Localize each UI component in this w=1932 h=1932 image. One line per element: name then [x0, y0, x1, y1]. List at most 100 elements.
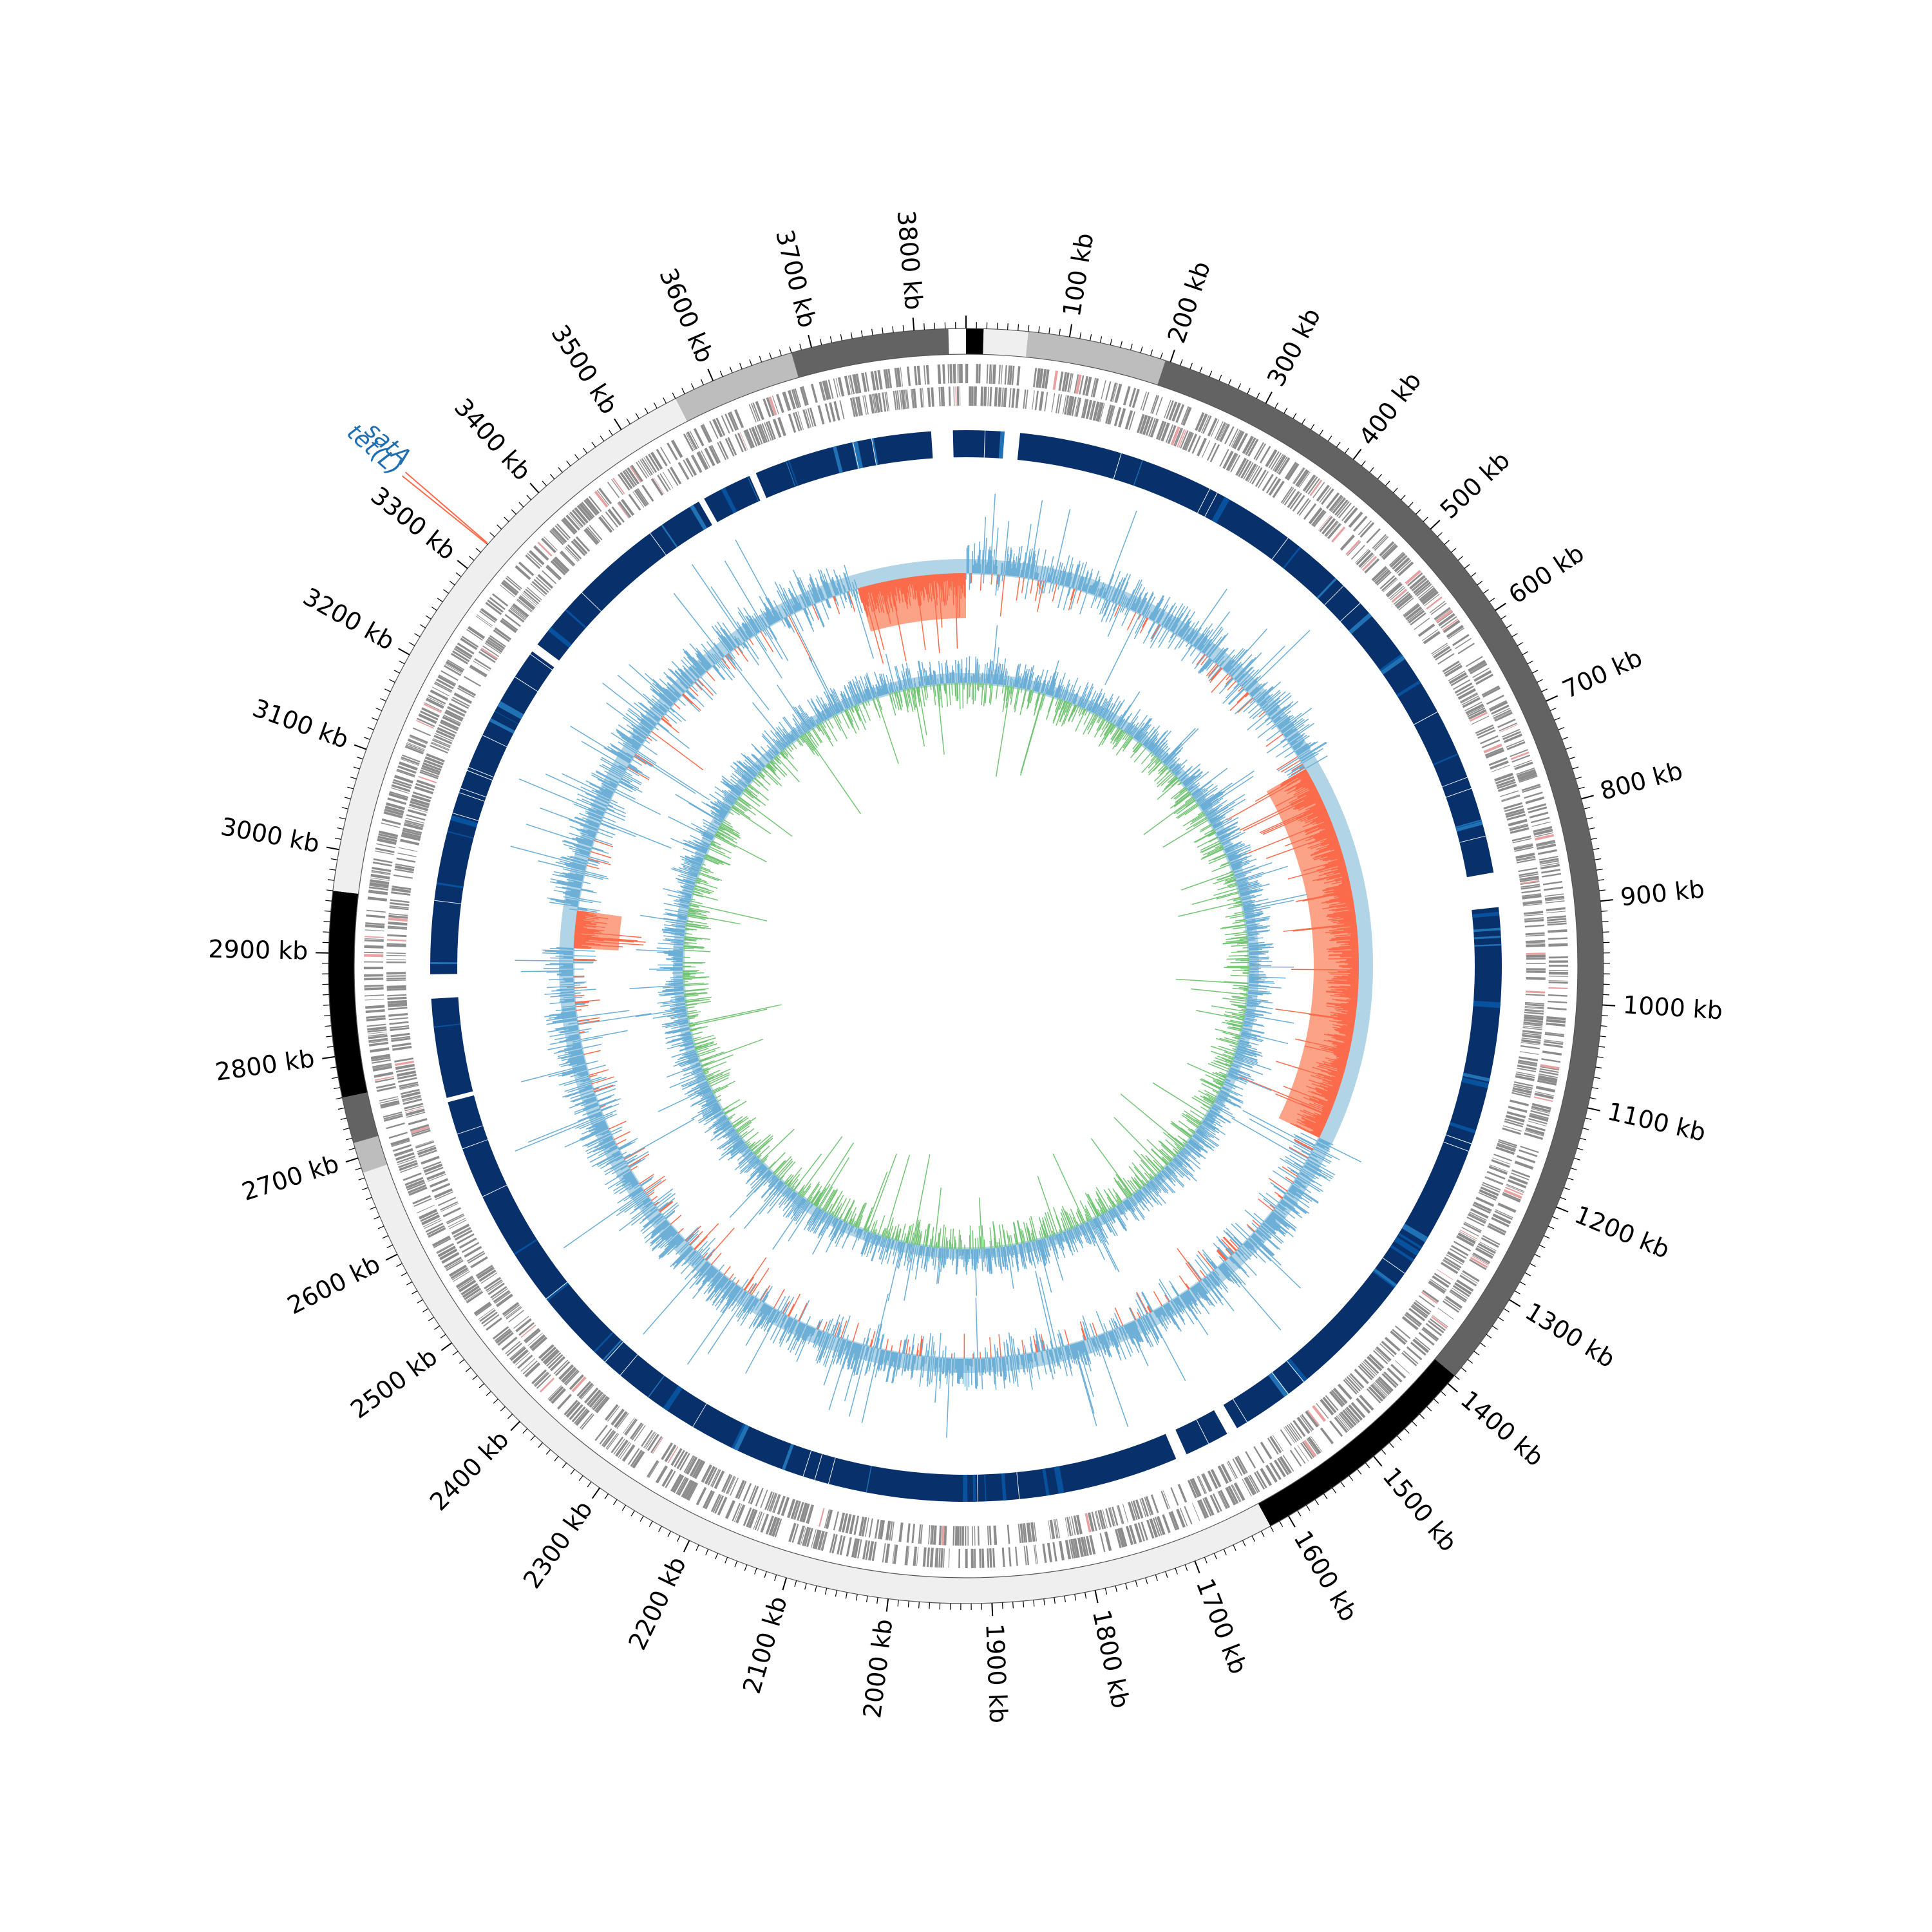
gc-skew-bar	[1167, 603, 1184, 629]
gc-skew-bar	[1271, 704, 1292, 721]
gc-skew-bar	[1326, 912, 1356, 918]
gc-skew-bar	[1305, 789, 1318, 796]
minor-tick	[1522, 651, 1529, 656]
cds-reverse	[919, 388, 923, 408]
cds-forward	[1548, 929, 1567, 933]
gc-skew-bar	[1334, 933, 1358, 937]
cds-reverse	[1361, 556, 1378, 571]
cds-reverse	[849, 1515, 856, 1535]
cds-reverse	[1490, 760, 1509, 770]
cds-reverse	[707, 1467, 718, 1486]
cds-reverse	[891, 1521, 895, 1541]
cds-reverse	[755, 1488, 764, 1507]
cds-reverse	[1509, 824, 1529, 831]
cds-reverse	[594, 1396, 608, 1412]
gc-skew-bar	[1222, 1262, 1282, 1331]
gc-skew-bar	[1005, 554, 1009, 576]
gc-skew-bar	[1150, 594, 1164, 620]
cds-reverse	[1331, 1389, 1345, 1406]
gc-skew-bar	[1332, 930, 1358, 934]
cds-forward	[1156, 1515, 1166, 1535]
gc-skew-bar	[1081, 570, 1089, 591]
cds-forward	[534, 1372, 550, 1387]
gc-skew-bar	[1322, 1061, 1346, 1068]
gc-skew-bar	[755, 634, 767, 652]
gc-skew-bar	[1034, 572, 1037, 580]
cds-reverse	[1443, 663, 1461, 675]
minor-tick	[1461, 1367, 1467, 1372]
cds-forward	[1488, 1222, 1507, 1233]
cds-reverse	[544, 1350, 560, 1365]
gc-skew-bar	[1334, 848, 1341, 851]
cds-reverse	[674, 1450, 685, 1468]
cds-reverse	[1065, 1517, 1069, 1537]
cds-reverse	[663, 471, 674, 489]
gc-skew-bar	[608, 1121, 627, 1130]
gc-skew-bar	[1293, 923, 1357, 932]
cds-reverse	[1412, 1303, 1428, 1317]
gc-skew-bar	[1267, 739, 1287, 753]
gc-skew-bar	[1305, 1120, 1324, 1130]
cds-forward	[449, 1264, 467, 1277]
cds-reverse	[438, 724, 457, 734]
gc-skew-bar	[1328, 954, 1359, 956]
gc-skew-bar	[1335, 878, 1349, 882]
minor-tick	[1381, 1449, 1387, 1455]
cds-forward	[615, 1439, 629, 1457]
gc-skew-bar	[1229, 692, 1249, 711]
cds-reverse	[711, 1469, 721, 1488]
cds-reverse	[838, 1512, 846, 1532]
cds-forward	[833, 378, 838, 398]
gc-skew-bar	[1309, 802, 1324, 810]
cds-reverse	[415, 1140, 434, 1147]
gc-skew-bar	[748, 638, 754, 645]
gc-skew-bar	[793, 1313, 798, 1320]
cds-forward	[1085, 376, 1092, 397]
cds-reverse	[1462, 697, 1481, 708]
gc-skew-bar	[1340, 943, 1359, 946]
minor-tick	[545, 1449, 551, 1455]
cds-forward	[864, 372, 870, 392]
cds-reverse	[607, 1406, 620, 1422]
gc-skew-bar	[1297, 746, 1311, 756]
gc-skew-bar	[677, 1227, 684, 1234]
gc-skew-bar	[1239, 1247, 1251, 1260]
cds-forward	[1539, 855, 1558, 861]
gc-skew-bar	[1335, 1038, 1352, 1043]
cds-reverse	[1522, 1025, 1542, 1028]
blast-lower-identity	[661, 524, 678, 548]
cds-forward	[1141, 1521, 1148, 1540]
gc-skew-bar	[1036, 580, 1039, 586]
gc-skew-bar	[1312, 1095, 1334, 1105]
cds-reverse	[634, 1425, 646, 1442]
minor-tick	[819, 338, 822, 345]
cds-reverse	[1091, 1511, 1097, 1531]
gc-skew-bar	[1294, 1180, 1307, 1188]
gc-skew-bar	[1242, 669, 1260, 687]
gc-skew-bar	[1310, 838, 1338, 849]
cds-reverse	[1178, 430, 1187, 448]
minor-tick	[715, 1553, 719, 1560]
gc-skew-bar	[1284, 1156, 1304, 1168]
cds-reverse	[1364, 558, 1380, 574]
cds-forward	[1075, 374, 1082, 394]
cds-reverse	[484, 642, 502, 654]
blast-break	[852, 442, 859, 469]
gc-skew-bar	[566, 986, 574, 989]
gc-skew-bar	[1338, 866, 1347, 870]
cds-forward	[1472, 667, 1490, 678]
cds-forward	[1492, 708, 1511, 717]
cds-reverse	[839, 400, 845, 420]
cds-forward	[900, 367, 904, 387]
cds-reverse	[391, 891, 411, 896]
gc-skew-bar	[1276, 715, 1291, 727]
cds-forward	[971, 1548, 974, 1568]
cds-reverse	[495, 1293, 513, 1307]
cds-forward	[1482, 687, 1501, 698]
cds-reverse	[414, 786, 433, 795]
cds-reverse	[1226, 1461, 1236, 1479]
cds-reverse	[389, 905, 409, 909]
cds-track	[364, 364, 1569, 1569]
gc-skew-bar	[582, 881, 591, 884]
cds-reverse	[1517, 1065, 1537, 1070]
